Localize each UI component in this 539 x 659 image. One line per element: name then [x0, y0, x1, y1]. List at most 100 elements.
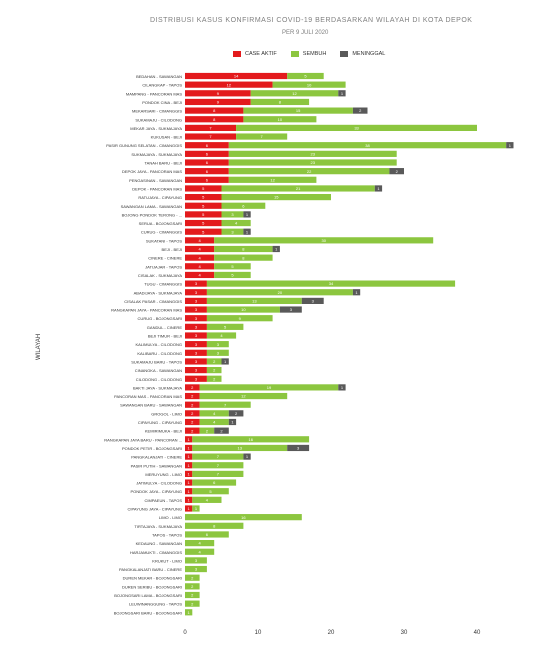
data-label-case-aktif-39: 2 [191, 411, 194, 416]
bar-meninggal-27 [279, 306, 302, 313]
category-label-61: LEUWINANGGUNG - TAPOS [129, 602, 182, 607]
data-label-sembuh-15: 6 [242, 203, 245, 208]
data-label-sembuh-59: 2 [191, 584, 194, 589]
data-label-case-aktif-42: 1 [188, 437, 191, 442]
data-label-case-aktif-31: 3 [195, 342, 198, 347]
data-label-sembuh-27: 10 [241, 307, 246, 312]
bar-case-aktif-26 [185, 297, 207, 304]
legend: CASE AKTIF SEMBUH MENINGGAL [233, 51, 385, 57]
category-label-26: CISALAK PASAR - CIMANGGIS [124, 299, 182, 304]
category-label-2: MAMPANG - PANCORAN MAS [126, 91, 182, 96]
data-label-sembuh-39: 4 [213, 411, 216, 416]
category-label-9: SUKMAJAYA - SUKMAJAYA [131, 152, 182, 157]
bar-case-aktif-6 [185, 124, 237, 131]
data-label-sembuh-8: 38 [365, 143, 370, 148]
bar-sembuh-31 [206, 341, 229, 348]
bar-case-aktif-14 [185, 194, 222, 201]
bar-case-aktif-3 [185, 98, 251, 106]
data-label-case-aktif-5: 8 [213, 117, 216, 122]
data-label-sembuh-0: 5 [304, 74, 307, 79]
data-label-sembuh-26: 13 [252, 299, 257, 304]
data-label-case-aktif-44: 1 [188, 454, 191, 459]
bar-case-aktif-49 [185, 496, 193, 503]
bar-sembuh-61 [185, 600, 200, 607]
data-label-sembuh-34: 2 [213, 368, 216, 373]
data-label-case-aktif-25: 3 [195, 290, 198, 295]
data-label-case-aktif-27: 3 [195, 307, 198, 312]
category-label-15: SAWANGAN LAMA - SAWANGAN [121, 204, 183, 209]
data-label-sembuh-24: 34 [329, 281, 334, 286]
bar-sembuh-56 [185, 557, 207, 564]
data-label-meninggal-8: 1 [509, 143, 512, 148]
category-label-50: CIPAYUNG JAYA - CIPAYUNG [128, 507, 182, 512]
data-label-sembuh-19: 30 [321, 238, 326, 243]
category-label-40: CIPAYUNG - CIPAYUNG [138, 420, 182, 425]
data-label-case-aktif-28: 3 [195, 316, 198, 321]
bar-case-aktif-7 [185, 133, 237, 140]
bar-case-aktif-41 [185, 427, 200, 434]
category-label-19: SUKATANI - TAPOS [146, 238, 182, 243]
bar-meninggal-13 [374, 185, 383, 192]
category-label-18: CURUG - CIMANGGIS [141, 230, 182, 235]
category-label-17: SERUA - BOJONGSARI [139, 221, 182, 226]
data-label-case-aktif-46: 1 [188, 472, 191, 477]
bar-meninggal-41 [214, 427, 229, 434]
category-label-28: CURUG - BOJONGSARI [138, 316, 182, 321]
category-label-10: TANAH BARU - BEJI [145, 161, 183, 166]
data-label-sembuh-12: 12 [270, 177, 275, 182]
data-label-sembuh-61: 2 [191, 601, 194, 606]
data-label-sembuh-52: 8 [213, 523, 216, 528]
bar-case-aktif-43 [185, 444, 193, 452]
data-label-sembuh-50: 1 [195, 506, 198, 511]
category-label-23: CISALAK - SUKMAJAYA [138, 273, 182, 278]
category-label-7: KUKUSAN - BEJI [151, 135, 182, 140]
x-tick-label-40: 40 [474, 630, 481, 636]
data-label-meninggal-13: 1 [377, 186, 380, 191]
bar-case-aktif-28 [185, 315, 207, 322]
data-label-sembuh-35: 2 [213, 376, 216, 381]
data-label-sembuh-30: 4 [220, 333, 223, 338]
bar-sembuh-57 [185, 565, 207, 573]
data-label-sembuh-1: 10 [307, 82, 312, 87]
category-label-51: LIMO - LIMO [159, 515, 182, 520]
bar-case-aktif-22 [185, 263, 215, 270]
bar-sembuh-15 [221, 202, 266, 209]
bar-sembuh-33 [206, 358, 222, 365]
data-label-sembuh-54: 4 [198, 541, 201, 546]
category-label-34: CINANGKA - SAWANGAN [135, 368, 182, 373]
legend-label-meninggal: MENINGGAL [352, 51, 386, 57]
bar-case-aktif-37 [185, 392, 200, 400]
data-label-sembuh-37: 12 [241, 394, 246, 399]
data-label-sembuh-17: 4 [235, 221, 238, 226]
category-label-56: KRUKUT - LIMO [152, 558, 182, 563]
data-label-case-aktif-35: 3 [195, 376, 198, 381]
bar-sembuh-24 [206, 280, 456, 287]
x-tick-label-30: 30 [401, 630, 408, 636]
bar-sembuh-54 [185, 540, 215, 547]
data-label-sembuh-40: 4 [213, 420, 216, 425]
category-label-20: BEJI - BEJI [162, 247, 182, 252]
bar-meninggal-39 [228, 410, 244, 417]
data-label-case-aktif-8: 6 [206, 143, 209, 148]
bar-sembuh-29 [206, 323, 244, 330]
data-label-meninggal-27: 3 [290, 307, 293, 312]
category-label-36: BAKTI JAYA - SUKMAJAYA [133, 385, 182, 390]
category-label-57: PANGKALANJATI BARU - CINERE [119, 567, 182, 572]
bar-case-aktif-19 [185, 237, 215, 244]
bar-case-aktif-21 [185, 254, 215, 261]
bar-meninggal-44 [243, 453, 251, 460]
bar-case-aktif-10 [185, 159, 229, 166]
bar-sembuh-17 [221, 219, 251, 227]
bar-sembuh-50 [192, 505, 200, 512]
bar-sembuh-10 [228, 159, 397, 166]
data-label-case-aktif-48: 1 [188, 489, 191, 494]
data-label-case-aktif-16: 5 [202, 212, 205, 217]
legend-swatch-sembuh [290, 51, 299, 57]
category-label-45: PASIR PUTIH - SAWANGAN [131, 463, 183, 468]
data-label-sembuh-45: 7 [217, 463, 220, 468]
bar-sembuh-9 [228, 150, 397, 157]
data-label-sembuh-38: 7 [224, 402, 227, 407]
data-label-sembuh-55: 4 [198, 549, 201, 554]
data-label-sembuh-47: 6 [213, 480, 216, 485]
data-label-sembuh-7: 7 [261, 134, 264, 139]
